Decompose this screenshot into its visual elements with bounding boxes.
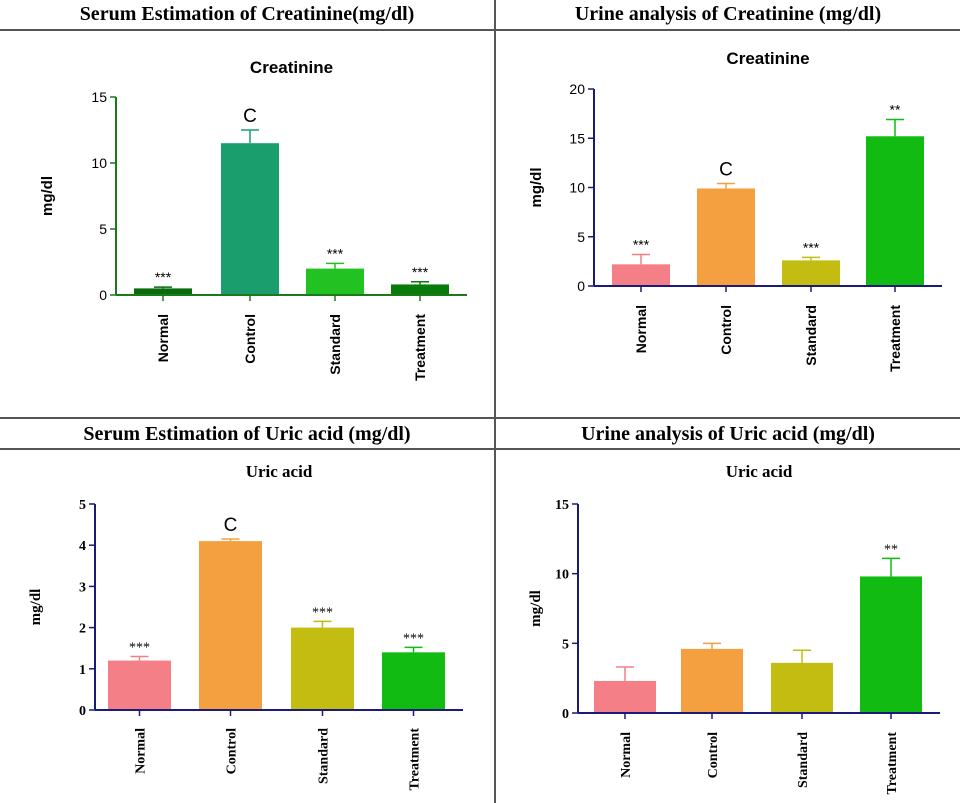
- panel-header-cell: Urine analysis of Creatinine (mg/dl): [496, 0, 960, 30]
- category-label: Treatment: [887, 305, 903, 372]
- category-label: Standard: [803, 305, 819, 366]
- y-tick-label: 5: [99, 221, 107, 237]
- y-tick-label: 4: [79, 539, 86, 554]
- y-tick-label: 3: [79, 580, 86, 595]
- header-divider-bottom: [0, 448, 960, 450]
- category-label: Normal: [619, 732, 634, 778]
- panel-divider-vertical: [494, 0, 496, 803]
- bar: [681, 648, 743, 713]
- y-tick-label: 0: [99, 287, 107, 303]
- bar: [612, 264, 670, 286]
- chart-urine-creatinine: Creatinine mg/dl *** Normal C Control *** Stand…: [528, 49, 942, 372]
- bar: [382, 652, 445, 710]
- bar: [306, 268, 364, 295]
- y-tick-label: 2: [79, 622, 86, 637]
- bar: [697, 188, 755, 286]
- chart-serum-creatinine: Creatinine mg/dl *** Normal C Control *** Stand…: [39, 58, 467, 381]
- category-label: Treatment: [885, 732, 900, 795]
- panel-header-cell: Urine analysis of Uric acid (mg/dl): [496, 419, 960, 449]
- significance-label: ***: [403, 631, 424, 646]
- panel-header: Serum Estimation of Creatinine(mg/dl): [79, 3, 415, 25]
- significance-label: ***: [412, 264, 429, 280]
- significance-label: C: [224, 515, 238, 536]
- chart-title: Creatinine: [250, 58, 333, 77]
- category-label: Normal: [134, 728, 149, 774]
- y-tick-label: 0: [577, 278, 585, 294]
- chart-serum-uric-acid: Uric acid mg/dl *** Normal C Control *** Standa…: [28, 462, 463, 791]
- bar: [771, 662, 833, 713]
- y-axis-label: mg/dl: [528, 168, 545, 208]
- bar: [391, 284, 449, 295]
- panel-header-cell: Serum Estimation of Uric acid (mg/dl): [0, 419, 494, 449]
- y-tick-label: 0: [562, 707, 569, 722]
- significance-label: ***: [312, 605, 333, 620]
- panel-header: Urine analysis of Creatinine (mg/dl): [574, 3, 882, 25]
- bar: [221, 143, 279, 295]
- category-label: Normal: [155, 314, 171, 362]
- significance-label: ***: [129, 640, 150, 655]
- category-label: Control: [225, 728, 240, 775]
- bar: [291, 627, 354, 710]
- y-tick-label: 0: [79, 704, 86, 719]
- significance-label: C: [243, 106, 257, 127]
- y-tick-label: 15: [555, 498, 569, 513]
- category-label: Normal: [633, 305, 649, 353]
- chart-title: Creatinine: [726, 49, 809, 68]
- bar: [134, 288, 192, 295]
- category-label: Control: [718, 305, 734, 355]
- significance-label: **: [890, 102, 901, 118]
- bar: [860, 576, 922, 713]
- y-axis-label: mg/dl: [28, 589, 44, 626]
- y-tick-label: 15: [569, 130, 585, 146]
- significance-label: C: [719, 160, 733, 181]
- significance-label: ***: [155, 269, 172, 285]
- header-divider-top: [0, 29, 960, 31]
- y-tick-label: 15: [91, 89, 107, 105]
- bar: [199, 541, 262, 710]
- chart-title: Uric acid: [726, 462, 793, 481]
- panel-divider-middle: [0, 417, 960, 419]
- category-label: Standard: [796, 732, 811, 788]
- y-tick-label: 10: [91, 155, 107, 171]
- y-axis-label: mg/dl: [528, 590, 544, 627]
- bar: [108, 660, 171, 710]
- y-tick-label: 5: [79, 498, 86, 513]
- chart-title: Uric acid: [246, 462, 313, 481]
- category-label: Control: [706, 732, 721, 779]
- y-tick-label: 1: [79, 663, 86, 678]
- category-label: Control: [242, 314, 258, 364]
- panel-header-cell: Serum Estimation of Creatinine(mg/dl): [0, 0, 494, 30]
- bar: [782, 260, 840, 286]
- category-label: Treatment: [408, 728, 423, 791]
- significance-label: ***: [633, 236, 650, 252]
- bar: [594, 680, 656, 713]
- panel-header: Urine analysis of Uric acid (mg/dl): [581, 423, 875, 445]
- y-tick-label: 5: [577, 229, 585, 245]
- panel-header: Serum Estimation of Uric acid (mg/dl): [83, 423, 411, 445]
- category-label: Standard: [317, 728, 332, 784]
- chart-urine-uric-acid: Uric acid mg/dl Normal Control Standard ** Tre…: [528, 462, 940, 795]
- y-tick-label: 5: [562, 637, 569, 652]
- significance-label: ***: [803, 239, 820, 255]
- category-label: Standard: [327, 314, 343, 375]
- y-tick-label: 10: [569, 180, 585, 196]
- bar: [866, 136, 924, 286]
- y-tick-label: 10: [555, 568, 569, 583]
- significance-label: ***: [327, 245, 344, 261]
- category-label: Treatment: [412, 314, 428, 381]
- significance-label: **: [884, 542, 898, 557]
- y-axis-label: mg/dl: [39, 176, 56, 216]
- y-tick-label: 20: [569, 81, 585, 97]
